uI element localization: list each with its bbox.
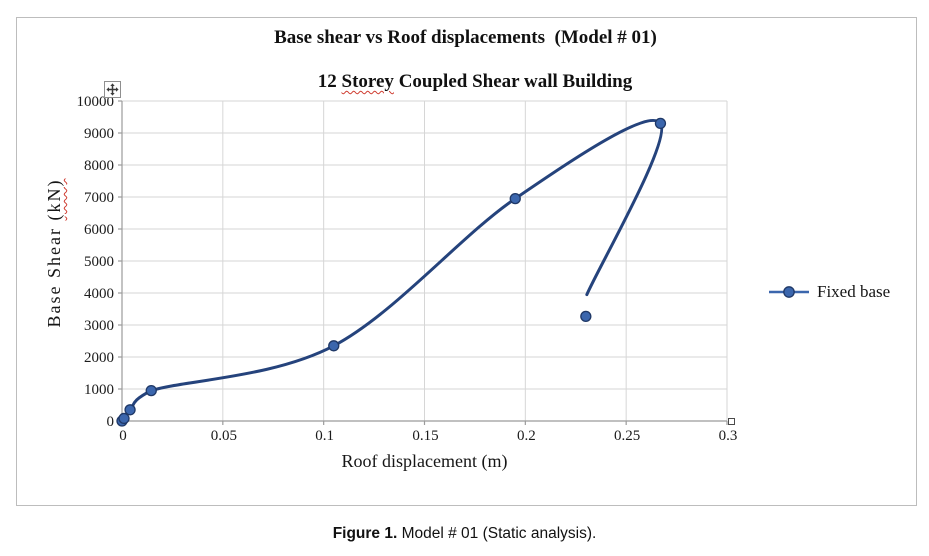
y-tick-label: 7000 <box>84 190 114 206</box>
y-tick-label: 2000 <box>84 350 114 366</box>
move-handle-icon[interactable] <box>104 81 121 98</box>
spellcheck-word: Storey <box>341 71 394 92</box>
legend-label: Fixed base <box>817 282 891 301</box>
axes <box>118 100 728 425</box>
chart-title: Base shear vs Roof displacements (Model … <box>16 27 915 115</box>
y-tick-label: 8000 <box>84 158 114 174</box>
legend-marker-icon <box>769 286 809 298</box>
data-point-marker <box>145 384 157 397</box>
x-tick-label: 0.3 <box>719 428 738 444</box>
legend: Fixed base <box>768 282 890 302</box>
caption-label: Figure 1. <box>332 525 398 542</box>
figure-caption: Figure 1. Model # 01 (Static analysis). <box>332 525 597 542</box>
resize-handle[interactable] <box>728 418 735 425</box>
x-tick-label: 0.05 <box>211 428 237 444</box>
x-tick-label: 0.1 <box>315 428 334 444</box>
y-tick-label: 3000 <box>84 318 114 334</box>
y-tick-label: 1000 <box>84 382 114 398</box>
data-point-marker <box>654 117 667 130</box>
y-axis-units: (kN) <box>44 178 64 221</box>
data-point-markers <box>116 117 667 427</box>
chart-title-line1: Base shear vs Roof displacements (Model … <box>274 27 657 48</box>
data-point-marker <box>509 192 521 205</box>
y-tick-label: 10000 <box>77 94 115 110</box>
y-tick-label: 4000 <box>84 286 114 302</box>
x-tick-label: 0 <box>119 428 127 444</box>
x-axis-title: Roof displacement (m) <box>341 451 508 471</box>
x-tick-label: 0.15 <box>412 428 438 444</box>
gridlines <box>122 100 728 421</box>
x-tick-label: 0.2 <box>517 428 536 444</box>
data-point-marker <box>118 412 130 425</box>
y-tick-label: 0 <box>107 414 115 430</box>
data-point-marker <box>124 404 136 416</box>
y-tick-label: 9000 <box>84 126 114 142</box>
y-axis-title: Base Shear (kN) <box>44 178 64 328</box>
y-tick-label: 6000 <box>84 222 114 238</box>
tick-labels: 0 1000 2000 3000 4000 5000 6000 7000 8000 9000 100… <box>77 94 738 444</box>
data-point-marker <box>580 310 592 323</box>
y-tick-label: 5000 <box>84 254 114 270</box>
chart-title-line2: 12 Storey Coupled Shear wall Building <box>317 71 633 92</box>
data-point-marker <box>328 340 340 352</box>
x-tick-label: 0.25 <box>614 428 640 444</box>
series-line <box>120 119 664 423</box>
move-arrows-glyph <box>106 83 119 96</box>
